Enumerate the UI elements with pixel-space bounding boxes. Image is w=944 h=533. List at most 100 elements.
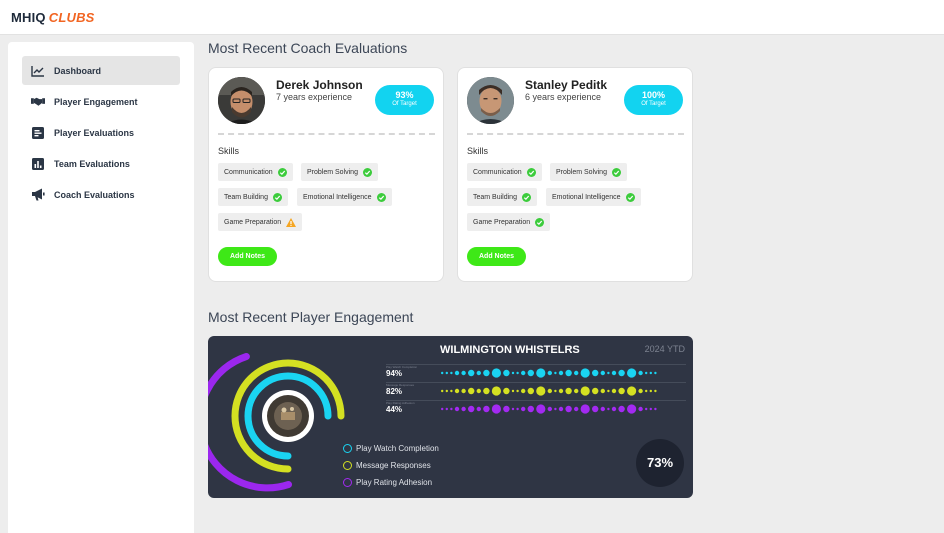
skill-chip: Communication bbox=[218, 163, 293, 181]
engagement-dot bbox=[461, 406, 466, 412]
skill-chip: Game Preparation bbox=[218, 213, 303, 231]
engagement-dot bbox=[645, 371, 648, 375]
list-icon bbox=[31, 126, 45, 140]
legend-circle-icon bbox=[343, 444, 352, 453]
engagement-dot bbox=[516, 389, 519, 393]
dots-play-rating-adhesion bbox=[441, 404, 657, 414]
engagement-dot bbox=[483, 369, 490, 377]
sidebar-item-player-engagement[interactable]: Player Engagement bbox=[22, 87, 180, 116]
engagement-dot bbox=[511, 389, 515, 393]
engagement-dot bbox=[558, 406, 564, 412]
logo-main: MHIQ bbox=[11, 10, 46, 25]
sidebar-item-coach-evaluations[interactable]: Coach Evaluations bbox=[22, 180, 180, 209]
engagement-dot bbox=[516, 371, 519, 375]
engagement-dot bbox=[574, 370, 579, 376]
check-circle-icon bbox=[611, 167, 621, 177]
legend-circle-icon bbox=[343, 461, 352, 470]
skill-name: Team Building bbox=[224, 193, 268, 201]
team-logo bbox=[262, 390, 314, 442]
engagement-dot bbox=[547, 388, 552, 394]
engagement-dot bbox=[574, 388, 579, 394]
engagement-dot bbox=[611, 406, 617, 412]
engagement-dot bbox=[565, 405, 572, 413]
divider bbox=[218, 133, 435, 135]
skill-name: Problem Solving bbox=[556, 168, 607, 176]
engagement-dot bbox=[450, 407, 453, 411]
coach-experience: 7 years experience bbox=[276, 92, 353, 102]
engagement-dot bbox=[618, 405, 625, 413]
engagement-dot bbox=[618, 387, 625, 395]
engagement-dot bbox=[547, 370, 552, 376]
engagement-dot bbox=[611, 388, 617, 394]
legend-label: Message Responses bbox=[356, 461, 431, 470]
engagement-dot bbox=[441, 371, 444, 375]
target-badge[interactable]: 100% Of Target bbox=[624, 85, 683, 115]
engagement-dot bbox=[574, 406, 579, 412]
engagement-dot bbox=[445, 371, 448, 375]
dots-message-responses bbox=[441, 386, 657, 396]
app-logo[interactable]: MHIQ CLUBS bbox=[11, 10, 95, 25]
dots-play-watch-completion bbox=[441, 368, 657, 378]
skill-name: Game Preparation bbox=[224, 218, 282, 226]
engagement-dot bbox=[521, 406, 526, 412]
engagement-dot bbox=[536, 404, 546, 414]
add-notes-button[interactable]: Add Notes bbox=[218, 247, 277, 266]
engagement-dot bbox=[592, 387, 599, 395]
add-notes-button[interactable]: Add Notes bbox=[467, 247, 526, 266]
avatar bbox=[467, 77, 514, 124]
engagement-dot bbox=[527, 387, 534, 395]
engagement-dot bbox=[554, 389, 557, 393]
engagement-dot bbox=[483, 387, 490, 395]
sidebar-item-label: Team Evaluations bbox=[54, 158, 130, 169]
overall-engagement-badge: 73% bbox=[636, 439, 684, 487]
engagement-dot bbox=[649, 371, 652, 375]
engagement-dot bbox=[600, 388, 605, 394]
skill-name: Team Building bbox=[473, 193, 517, 201]
engagement-card: WILMINGTON WHISTELRS 2024 YTD Play Watch… bbox=[208, 336, 693, 498]
engagement-dot bbox=[476, 406, 481, 412]
ring-play-watch-completion bbox=[244, 372, 332, 460]
engagement-dot bbox=[468, 405, 475, 413]
target-badge[interactable]: 93% Of Target bbox=[375, 85, 434, 115]
line-chart-icon bbox=[31, 64, 45, 78]
target-percent: 100% bbox=[641, 90, 666, 100]
engagement-dot bbox=[638, 370, 643, 376]
engagement-dot bbox=[565, 369, 572, 377]
engagement-dot bbox=[468, 369, 475, 377]
sidebar: Dashboard Player Engagement Player Evalu… bbox=[8, 42, 194, 533]
engagement-dot bbox=[627, 368, 637, 378]
engagement-dot bbox=[461, 370, 466, 376]
skill-chip: Team Building bbox=[218, 188, 288, 206]
sidebar-item-team-evaluations[interactable]: Team Evaluations bbox=[22, 149, 180, 178]
engagement-dot bbox=[476, 370, 481, 376]
skill-chip: Emotional Intelligence bbox=[546, 188, 641, 206]
skill-name: Emotional Intelligence bbox=[552, 193, 621, 201]
engagement-dot bbox=[491, 368, 501, 378]
engagement-dot bbox=[503, 387, 510, 395]
engagement-dot bbox=[454, 370, 460, 376]
engagement-dot bbox=[547, 406, 552, 412]
skills-label: Skills bbox=[467, 146, 489, 156]
engagement-dot bbox=[649, 389, 652, 393]
team-name: WILMINGTON WHISTELRS bbox=[440, 344, 580, 356]
engagement-dot bbox=[558, 388, 564, 394]
skill-chip: Game Preparation bbox=[467, 213, 551, 231]
check-circle-icon bbox=[535, 217, 545, 227]
engagement-dot bbox=[511, 407, 515, 411]
metric-value: 44% bbox=[386, 405, 403, 414]
engagement-dot bbox=[618, 369, 625, 377]
engagement-dot bbox=[554, 371, 557, 375]
sidebar-item-label: Dashboard bbox=[54, 65, 102, 76]
engagement-dot bbox=[476, 388, 481, 394]
warning-icon bbox=[286, 217, 297, 227]
engagement-dot bbox=[441, 389, 444, 393]
metric-caption: Play Rating Adhesion bbox=[386, 401, 415, 405]
sidebar-item-player-evaluations[interactable]: Player Evaluations bbox=[22, 118, 180, 147]
coach-experience: 6 years experience bbox=[525, 92, 602, 102]
metric-value: 82% bbox=[386, 387, 403, 396]
skill-name: Communication bbox=[224, 168, 273, 176]
sidebar-item-dashboard[interactable]: Dashboard bbox=[22, 56, 180, 85]
engagement-dot bbox=[527, 369, 534, 377]
skill-chip: Communication bbox=[467, 163, 542, 181]
engagement-dot bbox=[445, 407, 448, 411]
